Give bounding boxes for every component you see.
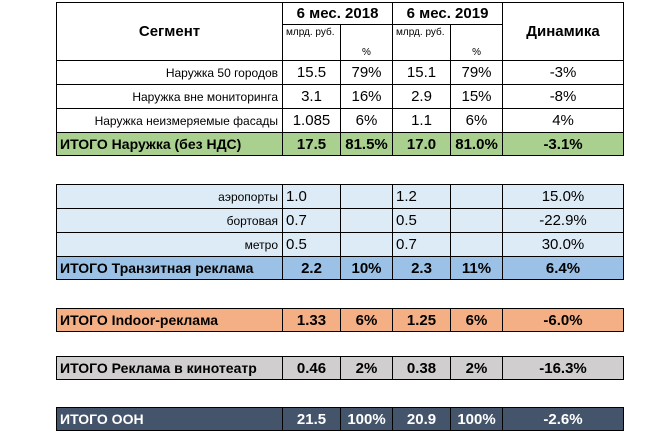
cell-pct-2018 — [340, 184, 393, 209]
cell-value-2018: 1.0 — [282, 184, 341, 209]
total-row-cinema: ИТОГО Реклама в кинотеатр 0.46 2% 0.38 2… — [56, 356, 624, 380]
total-dynamics: -16.3% — [502, 356, 624, 380]
total-pct-2019: 11% — [450, 256, 503, 280]
total-dynamics: -2.6% — [502, 407, 624, 431]
table-row: Наружка вне мониторинга 3.1 16% 2.9 15% … — [56, 84, 625, 109]
cell-value-2019: 1.2 — [392, 184, 451, 209]
total-pct-2019: 81.0% — [450, 132, 504, 156]
header-dynamics: Динамика — [502, 2, 625, 61]
total-dynamics: -3.1% — [502, 132, 625, 156]
row-label: аэропорты — [56, 184, 283, 209]
total-value-2018: 1.33 — [282, 308, 341, 332]
cell-pct-2019: 79% — [450, 60, 504, 85]
row-label: метро — [56, 232, 283, 257]
row-label: Наружка 50 городов — [56, 60, 283, 85]
total-label: ИТОГО Реклама в кинотеатр — [56, 356, 283, 380]
header-segment: Сегмент — [56, 2, 283, 61]
cell-value-2018: 15.5 — [282, 60, 341, 85]
total-dynamics: -6.0% — [502, 308, 624, 332]
cell-dynamics: 4% — [502, 108, 625, 133]
header-period-2019: 6 мес. 2019 — [392, 2, 504, 25]
cell-dynamics: -3% — [502, 60, 625, 85]
cell-pct-2018 — [340, 208, 393, 233]
total-pct-2019: 6% — [450, 308, 503, 332]
table-row: бортовая 0.7 0.5 -22.9% — [56, 208, 624, 233]
header-pct-2018: % — [339, 24, 394, 61]
total-row-indoor: ИТОГО Indoor-реклама 1.33 6% 1.25 6% -6.… — [56, 308, 624, 332]
row-label: Наружка вне мониторинга — [56, 84, 283, 109]
cell-pct-2019: 15% — [450, 84, 504, 109]
table-row: Наружка 50 городов 15.5 79% 15.1 79% -3% — [56, 60, 625, 85]
total-label: ИТОГО Наружка (без НДС) — [56, 132, 283, 156]
cinema-table: ИТОГО Реклама в кинотеатр 0.46 2% 0.38 2… — [56, 356, 624, 380]
cell-value-2019: 15.1 — [392, 60, 452, 85]
cell-value-2019: 0.5 — [392, 208, 451, 233]
total-pct-2019: 2% — [450, 356, 503, 380]
total-value-2019: 2.3 — [392, 256, 451, 280]
indoor-table: ИТОГО Indoor-реклама 1.33 6% 1.25 6% -6.… — [56, 308, 624, 332]
cell-dynamics: 30.0% — [502, 232, 624, 257]
row-label: бортовая — [56, 208, 283, 233]
total-row-outdoor: ИТОГО Наружка (без НДС) 17.5 81.5% 17.0 … — [56, 132, 625, 156]
table-row: метро 0.5 0.7 30.0% — [56, 232, 624, 257]
cell-dynamics: 15.0% — [502, 184, 624, 209]
cell-pct-2019 — [450, 232, 503, 257]
total-value-2018: 0.46 — [282, 356, 341, 380]
total-pct-2018: 2% — [340, 356, 393, 380]
cell-dynamics: -22.9% — [502, 208, 624, 233]
cell-pct-2019: 6% — [450, 108, 504, 133]
total-pct-2018: 100% — [340, 407, 393, 431]
cell-pct-2018: 6% — [339, 108, 394, 133]
total-label: ИТОГО Indoor-реклама — [56, 308, 283, 332]
cell-pct-2018: 79% — [339, 60, 394, 85]
cell-dynamics: -8% — [502, 84, 625, 109]
total-dynamics: 6.4% — [502, 256, 624, 280]
header-unit-2019: млрд. руб. — [392, 24, 452, 61]
outdoor-table: Сегмент 6 мес. 2018 6 мес. 2019 Динамика… — [56, 2, 625, 156]
table-row: аэропорты 1.0 1.2 15.0% — [56, 184, 624, 209]
total-pct-2019: 100% — [450, 407, 503, 431]
total-value-2018: 21.5 — [282, 407, 341, 431]
total-value-2018: 17.5 — [282, 132, 341, 156]
cell-pct-2019 — [450, 208, 503, 233]
cell-pct-2018 — [340, 232, 393, 257]
cell-value-2019: 1.1 — [392, 108, 452, 133]
header-pct-2019: % — [450, 24, 504, 61]
total-pct-2018: 6% — [340, 308, 393, 332]
total-row-ooh: ИТОГО ООН 21.5 100% 20.9 100% -2.6% — [56, 407, 624, 431]
cell-value-2018: 1.085 — [282, 108, 341, 133]
total-row-transit: ИТОГО Транзитная реклама 2.2 10% 2.3 11%… — [56, 256, 624, 280]
header-unit-2018: млрд. руб. — [282, 24, 341, 61]
total-label: ИТОГО ООН — [56, 407, 283, 431]
cell-value-2019: 0.7 — [392, 232, 451, 257]
cell-pct-2018: 16% — [339, 84, 394, 109]
cell-value-2018: 0.7 — [282, 208, 341, 233]
cell-value-2018: 3.1 — [282, 84, 341, 109]
total-pct-2018: 10% — [340, 256, 393, 280]
header-period-2018: 6 мес. 2018 — [281, 2, 394, 25]
total-value-2019: 20.9 — [392, 407, 451, 431]
row-label: Наружка неизмеряемые фасады — [56, 108, 283, 133]
ooh-table: ИТОГО ООН 21.5 100% 20.9 100% -2.6% — [56, 407, 624, 431]
total-value-2019: 17.0 — [392, 132, 452, 156]
total-pct-2018: 81.5% — [339, 132, 394, 156]
transit-table: аэропорты 1.0 1.2 15.0% бортовая 0.7 0.5… — [56, 184, 624, 280]
cell-value-2019: 2.9 — [392, 84, 452, 109]
total-label: ИТОГО Транзитная реклама — [56, 256, 283, 280]
cell-pct-2019 — [450, 184, 503, 209]
total-value-2019: 1.25 — [392, 308, 451, 332]
total-value-2018: 2.2 — [282, 256, 341, 280]
total-value-2019: 0.38 — [392, 356, 451, 380]
table-row: Наружка неизмеряемые фасады 1.085 6% 1.1… — [56, 108, 625, 133]
cell-value-2018: 0.5 — [282, 232, 341, 257]
